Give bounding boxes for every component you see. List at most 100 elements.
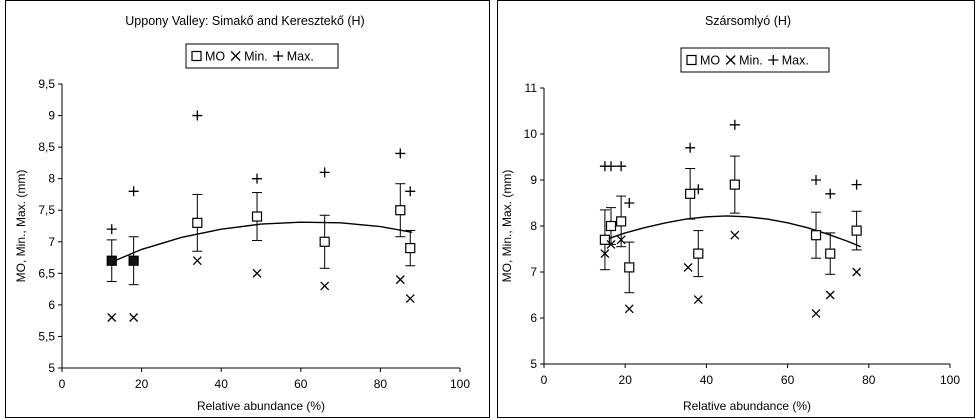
max-point [128,186,139,197]
trend-curve [111,221,413,263]
y-tick-label: 6 [48,298,55,312]
y-tick-label: 7 [48,235,55,249]
x-tick-label: 60 [781,373,795,387]
legend-plus-icon [768,55,779,65]
max-point [825,188,836,199]
legend-label: Max. [287,50,314,64]
y-tick-label: 9 [48,109,55,123]
max-point [252,173,263,184]
y-tick-label: 11 [525,81,538,95]
max-point [395,148,406,159]
chart-panel-szarsomlyo: Szársomlyó (H) MO Min. Max. 5 6 7 8 9 10 11 0 20 40 60… [497,0,975,418]
max-point [685,142,696,153]
legend-label: MO [700,54,720,68]
legend-x-icon [230,51,241,61]
min-point [693,295,703,305]
chart-title: Szársomlyó (H) [705,14,791,28]
x-tick-label: 40 [215,377,229,391]
min-point [129,313,139,322]
y-tick-label: 8 [48,172,55,186]
legend-label: Min. [244,50,268,64]
chart-panel-uppony: Uppony Valley: Simakő and Keresztekő (H)… [5,0,490,418]
min-point [825,290,835,300]
mo-point [825,248,836,259]
legend-box [185,43,339,69]
x-axis-label: Relative abundance (%) [683,399,811,413]
trend-curve [604,215,861,248]
max-point [605,161,616,172]
mo-point [405,242,416,254]
legend-label: MO [205,50,225,64]
y-tick-label: 9 [530,173,537,187]
x-tick-label: 100 [940,373,960,387]
y-tick-label: 5 [530,357,537,371]
max-point [106,224,117,235]
min-point [852,267,862,277]
y-tick-label: 5 [48,361,55,375]
min-point [606,239,616,249]
mo-point [319,236,330,247]
min-point [624,304,634,314]
mo-point [616,216,627,227]
mo-point [192,217,203,228]
max-point [624,198,635,208]
min-point [107,313,117,322]
max-point [729,119,740,130]
legend-label: Min. [739,54,763,68]
min-point [405,294,415,304]
mo-point [693,248,704,259]
y-tick-label: 10 [524,127,538,141]
x-tick-label: 40 [700,373,714,387]
y-tick-label: 6 [530,311,537,325]
min-point [600,249,610,259]
x-axis-label: Relative abundance (%) [197,399,325,413]
x-tick-label: 80 [374,377,388,391]
x-tick-label: 20 [619,373,633,387]
legend-square-icon [686,54,697,66]
x-tick-label: 100 [450,377,470,391]
chart-uppony-svg: Uppony Valley: Simakő and Keresztekő (H)… [14,14,470,413]
y-tick-label: 5,5 [38,329,55,343]
min-point [395,275,405,285]
mo-point [851,225,862,236]
max-point [693,184,704,195]
mo-point [685,188,696,199]
max-point [616,161,627,172]
x-tick-label: 60 [294,377,308,391]
max-point [319,167,330,178]
min-point [252,268,262,278]
min-point [730,230,740,240]
y-axis-label: MO, Min., Max. (mm) [500,170,514,283]
mo-point [599,234,611,245]
min-point [320,281,330,291]
min-point [616,235,626,245]
x-tick-label: 20 [135,377,149,391]
max-point [192,110,203,121]
min-point [811,308,821,318]
mo-point [395,205,406,216]
mo-point [605,220,617,232]
mo-point [810,230,822,241]
min-point [683,262,693,272]
y-tick-label: 7 [530,265,537,279]
mo-point [251,211,263,222]
legend-x-icon [725,55,736,65]
max-point [811,175,822,185]
y-tick-label: 6,5 [38,266,55,280]
mo-point [624,262,635,273]
chart-szarsomlyo-svg: Szársomlyó (H) MO Min. Max. 5 6 7 8 9 10 11 0 20 40 60… [500,14,960,413]
mo-point [729,179,740,190]
legend-square-icon [191,50,202,62]
mo-point [106,255,117,266]
x-tick-label: 0 [59,377,66,391]
max-point [851,179,862,190]
x-tick-label: 80 [862,373,876,387]
y-tick-label: 7,5 [38,203,55,217]
y-tick-label: 8,5 [38,140,55,154]
y-tick-label: 9,5 [38,77,55,91]
mo-point [128,255,139,266]
legend-box [680,47,830,73]
y-tick-label: 8 [530,219,537,233]
x-tick-label: 0 [541,373,548,387]
y-axis-label: MO, Min., Max. (mm) [14,170,28,283]
